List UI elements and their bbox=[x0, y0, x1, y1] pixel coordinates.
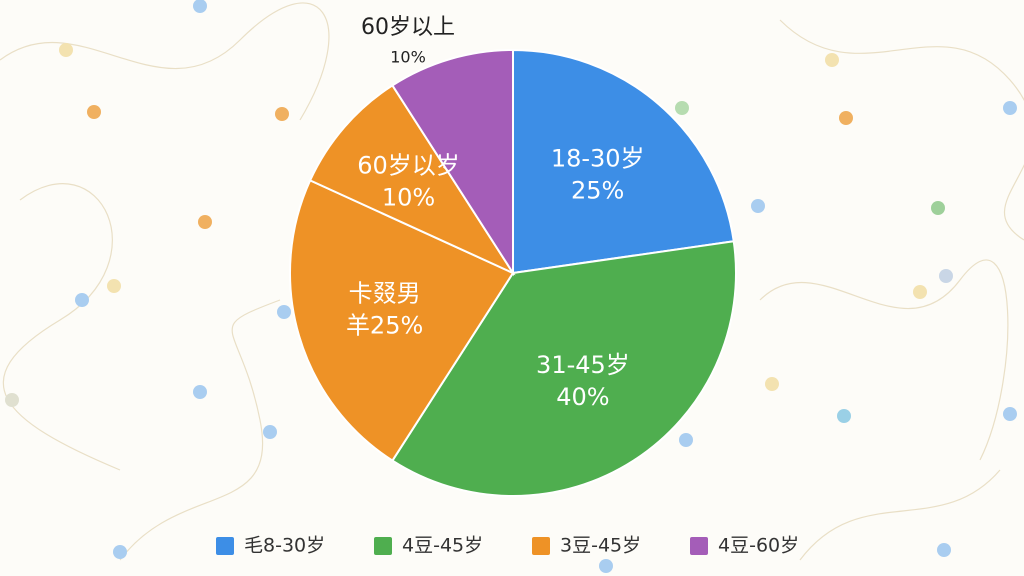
slice-value-label: 10% bbox=[382, 183, 435, 211]
slice-value-label: 25% bbox=[571, 176, 624, 204]
legend-label: 4豆-45岁 bbox=[402, 535, 483, 557]
pie-slice bbox=[289, 179, 515, 462]
slice-value-label: 40% bbox=[556, 383, 609, 411]
legend: 毛8-30岁 4豆-45岁 3豆-45岁 4豆-60岁 bbox=[216, 535, 799, 557]
legend-label: 3豆-45岁 bbox=[560, 535, 641, 557]
slice-label: 60岁以上 bbox=[361, 15, 455, 40]
pie-slice bbox=[512, 48, 735, 275]
slice-label: 18-30岁 bbox=[551, 144, 645, 172]
slice-label: 60岁以岁 bbox=[357, 151, 460, 179]
slice-label: 31-45岁 bbox=[536, 351, 630, 379]
pie-slice bbox=[308, 84, 516, 276]
legend-swatch bbox=[374, 537, 392, 555]
legend-swatch bbox=[532, 537, 550, 555]
pie-slice bbox=[391, 48, 514, 277]
slice-value-label: 羊25% bbox=[346, 312, 423, 340]
pie-slice bbox=[391, 240, 737, 497]
legend-swatch bbox=[216, 537, 234, 555]
legend-swatch bbox=[690, 537, 708, 555]
legend-label: 4豆-60岁 bbox=[718, 535, 799, 557]
pie bbox=[289, 48, 737, 497]
legend-label: 毛8-30岁 bbox=[244, 535, 325, 557]
slice-value-label: 10% bbox=[390, 48, 426, 67]
slice-label: 卡叕男 bbox=[349, 280, 421, 308]
